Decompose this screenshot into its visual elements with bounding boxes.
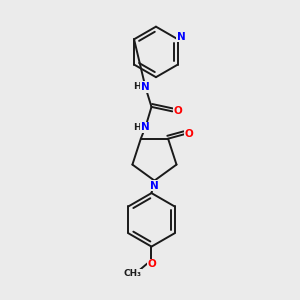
Text: N: N: [141, 122, 149, 132]
Text: O: O: [184, 129, 193, 139]
Text: CH₃: CH₃: [123, 269, 141, 278]
Text: N: N: [177, 32, 186, 42]
Text: H: H: [133, 82, 141, 91]
Text: N: N: [141, 82, 149, 92]
Text: O: O: [173, 106, 182, 116]
Text: O: O: [147, 260, 156, 269]
Text: H: H: [133, 123, 141, 132]
Text: N: N: [150, 181, 159, 191]
